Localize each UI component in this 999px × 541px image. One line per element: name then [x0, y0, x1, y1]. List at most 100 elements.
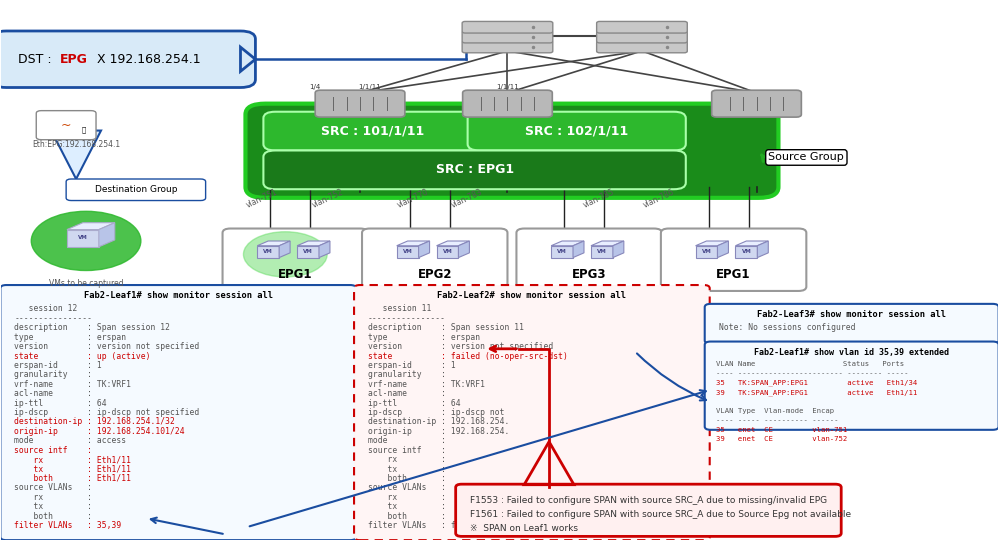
Text: destination-ip : 192.168.254.: destination-ip : 192.168.254. — [368, 418, 509, 426]
Polygon shape — [591, 246, 612, 258]
Text: Fab2-Leaf2# show monitor session all: Fab2-Leaf2# show monitor session all — [438, 291, 626, 300]
Text: ---- ------------------------ -------- -----: ---- ------------------------ -------- -… — [715, 371, 908, 377]
Text: vlan-786: vlan-786 — [641, 187, 676, 209]
Text: ip-ttl         : 64: ip-ttl : 64 — [14, 399, 107, 407]
Text: Eth:EPG:192.168.254.1: Eth:EPG:192.168.254.1 — [32, 140, 120, 149]
Polygon shape — [551, 241, 584, 246]
Text: erspan-id      : 1: erspan-id : 1 — [14, 361, 102, 370]
Text: 1/1/11: 1/1/11 — [497, 84, 518, 90]
FancyBboxPatch shape — [264, 112, 482, 150]
Polygon shape — [397, 246, 419, 258]
Text: 1/1/11: 1/1/11 — [359, 84, 382, 90]
Text: ip-ttl         : 64: ip-ttl : 64 — [368, 399, 461, 407]
Text: description    : Span session 12: description : Span session 12 — [14, 323, 171, 332]
FancyBboxPatch shape — [704, 304, 999, 344]
FancyBboxPatch shape — [661, 228, 806, 291]
Text: rx         :: rx : — [368, 493, 446, 502]
Polygon shape — [241, 47, 256, 71]
Text: version        : version not specified: version : version not specified — [368, 342, 553, 351]
Text: VM: VM — [303, 248, 313, 254]
Text: session 12: session 12 — [14, 305, 78, 313]
Polygon shape — [419, 241, 430, 258]
Text: origin-ip      : 192.168.254.: origin-ip : 192.168.254. — [368, 427, 509, 436]
Polygon shape — [735, 246, 757, 258]
Polygon shape — [551, 246, 573, 258]
Polygon shape — [757, 241, 768, 258]
Text: SRC : 101/1/11: SRC : 101/1/11 — [321, 124, 425, 137]
Text: rx         :: rx : — [368, 455, 446, 464]
FancyBboxPatch shape — [362, 228, 507, 291]
Text: filter VLANs   : filter not specified: filter VLANs : filter not specified — [368, 521, 548, 530]
Text: vlan-785: vlan-785 — [582, 187, 616, 209]
Text: Destination Group: Destination Group — [95, 185, 177, 194]
FancyBboxPatch shape — [596, 41, 687, 53]
Polygon shape — [397, 241, 430, 246]
Polygon shape — [695, 241, 728, 246]
Text: vlan-752: vlan-752 — [311, 187, 346, 209]
Text: VM: VM — [597, 248, 606, 254]
Text: ip-dscp        : ip-dscp not: ip-dscp : ip-dscp not — [368, 408, 504, 417]
Text: ----------------: ---------------- — [14, 314, 92, 323]
Text: tx         : Eth1/11: tx : Eth1/11 — [14, 465, 131, 473]
Text: VM: VM — [443, 248, 453, 254]
Text: session 11: session 11 — [368, 305, 432, 313]
Text: VM: VM — [264, 248, 273, 254]
Text: rx         :: rx : — [14, 493, 92, 502]
Text: vlan-783: vlan-783 — [450, 187, 484, 209]
Text: VM: VM — [557, 248, 567, 254]
Circle shape — [31, 212, 141, 270]
Text: rx         : Eth1/11: rx : Eth1/11 — [14, 455, 131, 464]
Text: 35   enet  CE         vlan-751: 35 enet CE vlan-751 — [715, 427, 847, 433]
Text: filter VLANs   : 35,39: filter VLANs : 35,39 — [14, 521, 122, 530]
Text: F1561 : Failed to configure SPAN with source SRC_A due to Source Epg not availab: F1561 : Failed to configure SPAN with so… — [470, 510, 851, 519]
FancyBboxPatch shape — [223, 228, 368, 291]
Text: destination-ip : 192.168.254.1/32: destination-ip : 192.168.254.1/32 — [14, 418, 175, 426]
Text: vlan-770: vlan-770 — [396, 187, 430, 209]
Text: tx         :: tx : — [14, 502, 92, 511]
Text: ~: ~ — [61, 118, 71, 131]
Text: tx         :: tx : — [368, 465, 446, 473]
Polygon shape — [297, 246, 319, 258]
Text: VM: VM — [701, 248, 711, 254]
Polygon shape — [437, 241, 470, 246]
Polygon shape — [279, 241, 290, 258]
Text: type           : erspan: type : erspan — [368, 333, 481, 342]
Text: EPG3: EPG3 — [571, 268, 606, 281]
FancyBboxPatch shape — [704, 341, 999, 430]
Text: Source Group: Source Group — [768, 153, 844, 162]
Text: both       :: both : — [368, 474, 446, 483]
Text: ---- ----- ---------- ------: ---- ----- ---------- ------ — [715, 418, 838, 424]
Text: 39   enet  CE         vlan-752: 39 enet CE vlan-752 — [715, 436, 847, 443]
Text: 39   TK:SPAN_APP:EPG1         active   Eth1/11: 39 TK:SPAN_APP:EPG1 active Eth1/11 — [715, 389, 917, 396]
Text: both       : Eth1/11: both : Eth1/11 — [14, 474, 131, 483]
Text: EPG: EPG — [60, 53, 88, 66]
FancyBboxPatch shape — [596, 22, 687, 33]
Text: source intf    :: source intf : — [14, 446, 92, 454]
Text: 🔍: 🔍 — [82, 126, 86, 133]
FancyBboxPatch shape — [316, 90, 405, 117]
Polygon shape — [612, 241, 623, 258]
Text: mode           : access: mode : access — [14, 436, 127, 445]
Text: vrf-name       : TK:VRF1: vrf-name : TK:VRF1 — [14, 380, 131, 389]
FancyBboxPatch shape — [354, 285, 709, 540]
Text: SRC : 102/1/11: SRC : 102/1/11 — [525, 124, 628, 137]
Text: version        : version not specified: version : version not specified — [14, 342, 200, 351]
Text: description    : Span session 11: description : Span session 11 — [368, 323, 524, 332]
FancyBboxPatch shape — [516, 228, 662, 291]
Text: source intf    :: source intf : — [368, 446, 446, 454]
Polygon shape — [99, 223, 115, 247]
Text: tx         :: tx : — [368, 502, 446, 511]
Text: vlan-751: vlan-751 — [246, 187, 280, 209]
Polygon shape — [51, 130, 101, 179]
FancyBboxPatch shape — [463, 90, 552, 117]
Polygon shape — [257, 246, 279, 258]
Text: ip-dscp        : ip-dscp not specified: ip-dscp : ip-dscp not specified — [14, 408, 200, 417]
Text: VM: VM — [403, 248, 413, 254]
FancyBboxPatch shape — [463, 41, 552, 53]
Text: EPG1: EPG1 — [716, 268, 751, 281]
Text: VLAN Name                    Status   Ports: VLAN Name Status Ports — [715, 361, 904, 367]
FancyBboxPatch shape — [456, 484, 841, 536]
Text: granularity    :: granularity : — [368, 371, 446, 379]
Text: 1/4: 1/4 — [310, 84, 321, 90]
Polygon shape — [437, 246, 459, 258]
